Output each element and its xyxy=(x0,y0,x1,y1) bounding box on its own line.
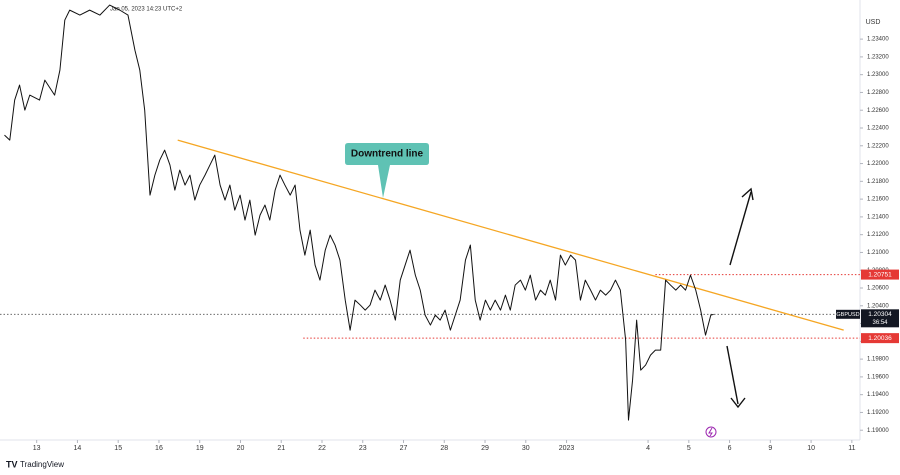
x-tick-label: 15 xyxy=(114,445,122,452)
header: Jan 05, 2023 14:23 UTC+2 xyxy=(110,7,183,13)
x-tick-label: 6 xyxy=(728,445,732,452)
symbol-tag-label: GBPUSD xyxy=(836,312,859,318)
y-tick-label: 1.20400 xyxy=(867,303,889,309)
level-tag xyxy=(861,333,899,344)
x-tick-label: 4 xyxy=(646,445,650,452)
y-tick-label: 1.22600 xyxy=(867,108,889,114)
price-line xyxy=(4,4,714,421)
y-tick-label: 1.22400 xyxy=(867,126,889,132)
x-tick-label: 10 xyxy=(807,445,815,452)
y-tick-label: 1.19800 xyxy=(867,357,889,363)
event-bolt xyxy=(708,427,713,437)
x-tick-label: 22 xyxy=(318,445,326,452)
y-tick-label: 1.22000 xyxy=(867,161,889,167)
y-tick-label: 1.21800 xyxy=(867,179,889,185)
event-circle xyxy=(705,426,717,438)
brand-logo: TV xyxy=(6,459,18,469)
y-tick-label: 1.21000 xyxy=(867,250,889,256)
arrows xyxy=(726,187,754,409)
brand-name: TradingView xyxy=(20,460,64,469)
x-tick-label: 19 xyxy=(196,445,204,452)
trendline-callout: Downtrend line xyxy=(345,143,429,198)
level-tag-label: 1.20751 xyxy=(868,271,892,278)
trendline xyxy=(177,139,844,331)
down-arrow-head xyxy=(730,397,746,409)
y-tick-label: 1.22200 xyxy=(867,143,889,149)
x-tick-label: 23 xyxy=(359,445,367,452)
y-tick-label: 1.19400 xyxy=(867,392,889,398)
x-tick-label: 21 xyxy=(277,445,285,452)
y-tick-label: 1.23200 xyxy=(867,54,889,60)
x-tick-label: 9 xyxy=(768,445,772,452)
level-tag-label: 1.20036 xyxy=(868,335,892,342)
y-tick-label: 1.19000 xyxy=(867,428,889,434)
y-tick-label: 1.21600 xyxy=(867,197,889,203)
x-tick-label: 28 xyxy=(440,445,448,452)
brand: TV TradingView xyxy=(6,459,64,469)
callout-label: Downtrend line xyxy=(351,149,424,160)
event-icon xyxy=(705,426,717,438)
countdown-label: 36:54 xyxy=(872,320,888,326)
x-tick-label: 5 xyxy=(687,445,691,452)
x-tick-label: 2023 xyxy=(559,445,575,452)
price-tag-label: 1.20304 xyxy=(868,311,892,318)
y-tick-label: 1.23000 xyxy=(867,72,889,78)
x-tick-label: 30 xyxy=(522,445,530,452)
up-arrow-head xyxy=(741,187,754,201)
callout-box xyxy=(345,143,429,198)
down-arrow xyxy=(726,345,739,405)
x-tick-label: 14 xyxy=(74,445,82,452)
y-tick-label: 1.21200 xyxy=(867,232,889,238)
y-tick-label: 1.23400 xyxy=(867,37,889,43)
x-tick-label: 27 xyxy=(400,445,408,452)
x-tick-label: 13 xyxy=(33,445,41,452)
level-tag xyxy=(861,269,899,280)
x-tick-label: 16 xyxy=(155,445,163,452)
symbol-tag xyxy=(836,309,860,319)
y-tick-label: 1.21400 xyxy=(867,214,889,220)
y-tick-label: 1.19200 xyxy=(867,410,889,416)
x-tick-label: 20 xyxy=(237,445,245,452)
up-arrow xyxy=(729,191,752,266)
x-tick-label: 29 xyxy=(481,445,489,452)
y-tick-label: 1.20600 xyxy=(867,286,889,292)
price-tag xyxy=(861,309,899,328)
y-tick-label: 1.19600 xyxy=(867,374,889,380)
currency: USD xyxy=(866,19,881,26)
x-tick-label: 11 xyxy=(848,445,855,452)
y-tick-label: 1.22800 xyxy=(867,90,889,96)
